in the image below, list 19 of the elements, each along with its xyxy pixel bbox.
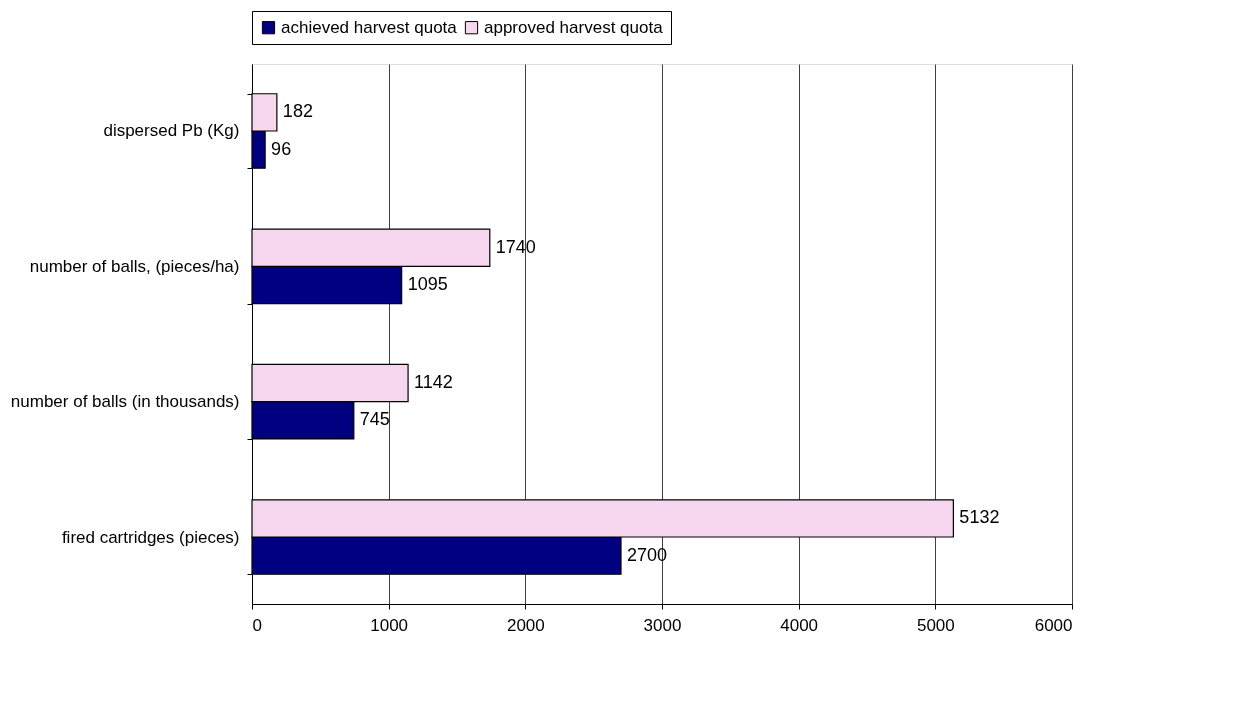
legend-label: approved harvest quota bbox=[484, 17, 664, 37]
data-label: 182 bbox=[282, 101, 313, 122]
x-tick-label: 1000 bbox=[370, 615, 409, 635]
y-tick-label: number of balls, (pieces/ha) bbox=[29, 256, 240, 276]
x-tick-label: 5000 bbox=[916, 615, 955, 635]
y-tick-label: number of balls (in thousands) bbox=[10, 392, 240, 412]
y-tick-label: fired cartridges (pieces) bbox=[61, 527, 240, 547]
x-tick-label: 0 bbox=[252, 615, 262, 635]
data-label: 1142 bbox=[414, 372, 453, 393]
data-label: 96 bbox=[271, 138, 292, 159]
data-label: 1095 bbox=[407, 273, 448, 294]
x-tick-label: 2000 bbox=[506, 615, 545, 635]
data-label: 5132 bbox=[959, 507, 1000, 528]
x-tick-label: 4000 bbox=[780, 615, 819, 635]
y-tick-label: dispersed Pb (Kg) bbox=[103, 121, 240, 141]
data-label: 745 bbox=[359, 409, 390, 430]
x-tick-label: 3000 bbox=[643, 615, 682, 635]
x-tick-label: 6000 bbox=[1034, 615, 1073, 635]
legend-label: achieved harvest quota bbox=[281, 17, 458, 37]
